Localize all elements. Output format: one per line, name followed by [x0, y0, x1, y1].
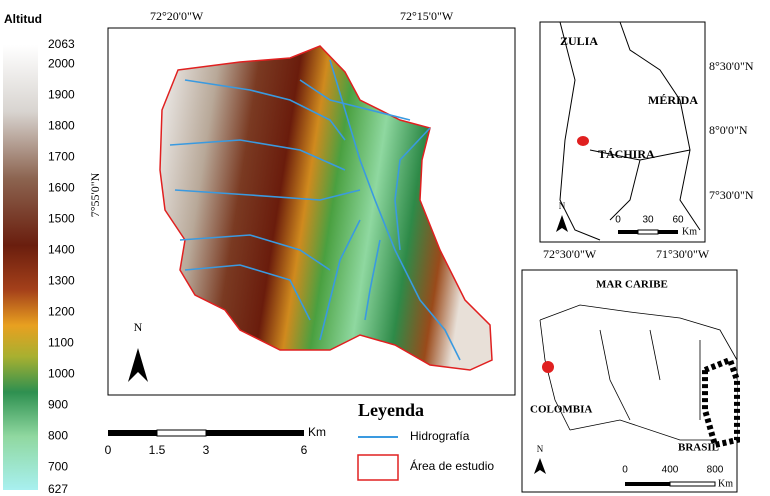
- altitude-tick: 2063: [48, 37, 75, 51]
- scale-label: 800: [707, 465, 724, 476]
- scale-label: 30: [642, 215, 654, 226]
- map-figure: Altitud 2063 2000 1900 1800 1700 1600 1500 1400…: [0, 0, 770, 496]
- scale-label: 0: [615, 215, 621, 226]
- scale-unit: Km: [718, 478, 733, 489]
- lat-label: 7°30'0"N: [709, 188, 754, 202]
- lon-label: 72°20'0"W: [150, 9, 204, 23]
- lat-label: 8°0'0"N: [709, 123, 748, 137]
- scale-unit: Km: [682, 226, 697, 237]
- study-location: [542, 361, 554, 373]
- scale-bar: [108, 430, 304, 436]
- altitude-tick: 2000: [48, 57, 75, 71]
- legend-swatch: [358, 455, 398, 480]
- altitude-tick: 1900: [48, 88, 75, 102]
- altitude-tick: 1100: [48, 336, 74, 350]
- scale-label: 3: [203, 443, 210, 457]
- lon-label: 72°30'0"W: [543, 247, 597, 261]
- scale-label: 1.5: [149, 443, 166, 457]
- scale-label: 0: [105, 443, 112, 457]
- north-label: N: [559, 201, 566, 211]
- legend-item: Hidrografía: [410, 429, 470, 443]
- altitude-tick: 627: [48, 482, 68, 496]
- altitude-tick: 1200: [48, 305, 75, 319]
- state-label: MÉRIDA: [648, 93, 698, 107]
- lon-label: 71°30'0"W: [656, 247, 710, 261]
- scale-unit: Km: [308, 425, 326, 439]
- scale-label: 6: [301, 443, 308, 457]
- altitude-tick: 1300: [48, 274, 75, 288]
- region-label: BRASIL: [678, 442, 719, 454]
- north-arrow: [128, 348, 148, 382]
- altitude-tick: 900: [48, 398, 68, 412]
- region-label: MAR CARIBE: [596, 279, 668, 291]
- altitude-tick: 800: [48, 429, 68, 443]
- legend-heading: Leyenda: [358, 400, 424, 420]
- altitude-tick: 1700: [48, 150, 75, 164]
- altitude-tick: 1600: [48, 181, 75, 195]
- state-label: TÁCHIRA: [598, 147, 655, 161]
- scale-label: 0: [622, 465, 628, 476]
- legend-title: Altitud: [4, 12, 42, 26]
- altitude-tick: 1000: [48, 367, 75, 381]
- lat-label: 7°55'0"N: [88, 172, 102, 217]
- north-label: N: [134, 320, 143, 334]
- study-location: [577, 136, 589, 146]
- study-area: [160, 46, 492, 370]
- lon-label: 72°15'0"W: [400, 9, 454, 23]
- altitude-tick: 1500: [48, 212, 75, 226]
- scale-label: 400: [662, 465, 679, 476]
- color-bar: [3, 45, 38, 490]
- state-label: ZULIA: [560, 34, 598, 48]
- altitude-tick: 1400: [48, 243, 75, 257]
- scale-label: 60: [672, 215, 684, 226]
- north-label: N: [537, 444, 544, 454]
- altitude-tick: 700: [48, 460, 68, 474]
- region-label: COLOMBIA: [530, 404, 592, 416]
- lat-label: 8°30'0"N: [709, 59, 754, 73]
- legend-item: Área de estudio: [410, 458, 494, 473]
- altitude-tick: 1800: [48, 119, 75, 133]
